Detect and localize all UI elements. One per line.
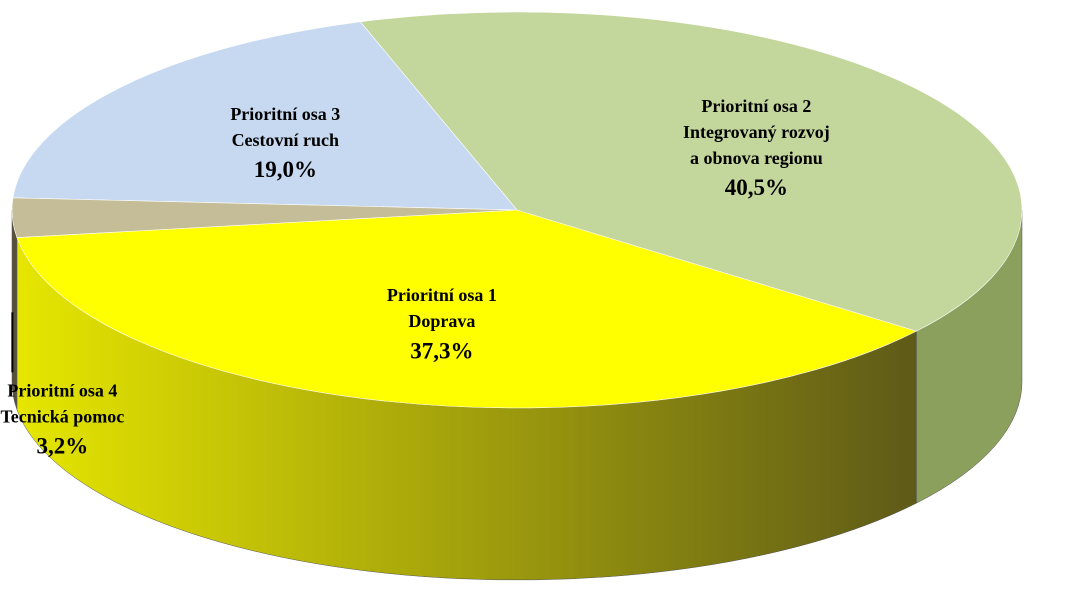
value-label: 19,0%	[254, 157, 317, 182]
slice-label: Cestovní ruch	[232, 130, 340, 150]
slice	[359, 11, 1023, 332]
slice-label: Prioritní osa 4	[7, 380, 117, 400]
slice	[12, 21, 518, 211]
slice-label: Prioritní osa 3	[230, 104, 340, 124]
value-label: 40,5%	[725, 175, 788, 200]
slice-label: a obnova regionu	[690, 148, 823, 168]
slice-label: Tecnická pomoc	[0, 406, 124, 426]
value-label: 37,3%	[410, 338, 473, 363]
slice	[16, 209, 918, 409]
slice	[11, 197, 518, 238]
slice-label: Prioritní osa 1	[387, 285, 497, 305]
value-label: 3,2%	[37, 434, 89, 459]
slice-label: Doprava	[408, 311, 475, 331]
slice-label: Integrovaný rozvoj	[683, 122, 830, 142]
slice-label: Prioritní osa 2	[701, 96, 811, 116]
